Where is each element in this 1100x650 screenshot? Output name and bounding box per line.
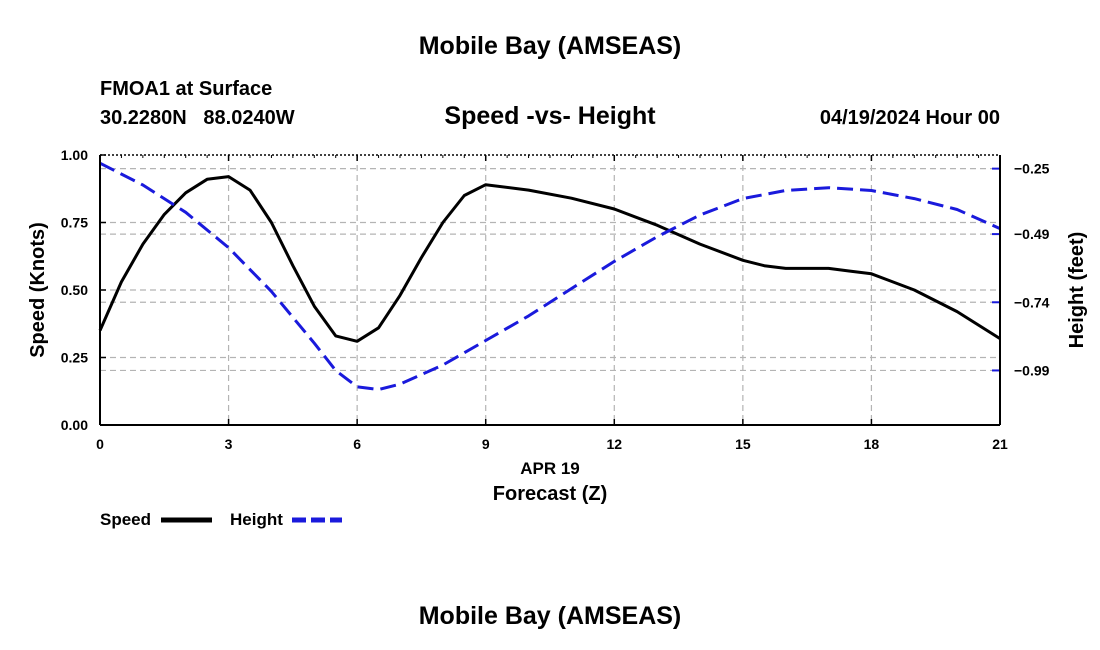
x-tick-label: 15 [735,436,751,452]
x-axis-date-label: APR 19 [520,459,580,478]
y-left-tick-label: 1.00 [61,147,88,163]
footer-title: Mobile Bay (AMSEAS) [419,602,682,630]
y-left-tick-label: 0.50 [61,282,88,298]
legend-speed-label: Speed [100,510,151,529]
legend: Speed Height [100,510,342,529]
station-label: FMOA1 at Surface [100,78,272,100]
x-tick-label: 21 [992,436,1008,452]
y-axis-left-label: Speed (Knots) [27,222,49,358]
x-tick-label: 6 [353,436,361,452]
y-right-tick-label: −0.74 [1014,294,1050,310]
forecast-datetime: 04/19/2024 Hour 00 [820,107,1000,129]
grid-lines [100,155,1000,425]
y-left-tick-label: 0.75 [61,215,88,231]
y-right-tick-label: −0.49 [1014,226,1050,242]
y-axis-right-label: Height (feet) [1066,232,1088,349]
coordinates-label: 30.2280N 88.0240W [100,107,295,129]
tick-labels: 0 3 6 9 12 15 18 21 0.00 0.25 0.50 0.75 1.00 −0.25 −0.… [61,147,1050,452]
y-right-tick-label: −0.99 [1014,362,1050,378]
x-tick-label: 9 [482,436,490,452]
page-title: Mobile Bay (AMSEAS) [419,32,682,60]
x-tick-label: 0 [96,436,104,452]
speed-series-line [98,175,1001,343]
x-axis-label: Forecast (Z) [493,483,607,505]
x-tick-label: 3 [225,436,233,452]
y-left-tick-label: 0.00 [61,417,88,433]
series-layer [98,161,1001,391]
plot-frame [99,154,1001,426]
x-tick-label: 18 [864,436,880,452]
legend-height-label: Height [230,510,283,529]
x-tick-label: 12 [606,436,622,452]
y-left-tick-label: 0.25 [61,350,88,366]
chart-title: Speed -vs- Height [444,102,656,130]
height-series-line [99,161,1001,391]
y-right-tick-label: −0.25 [1014,161,1050,177]
